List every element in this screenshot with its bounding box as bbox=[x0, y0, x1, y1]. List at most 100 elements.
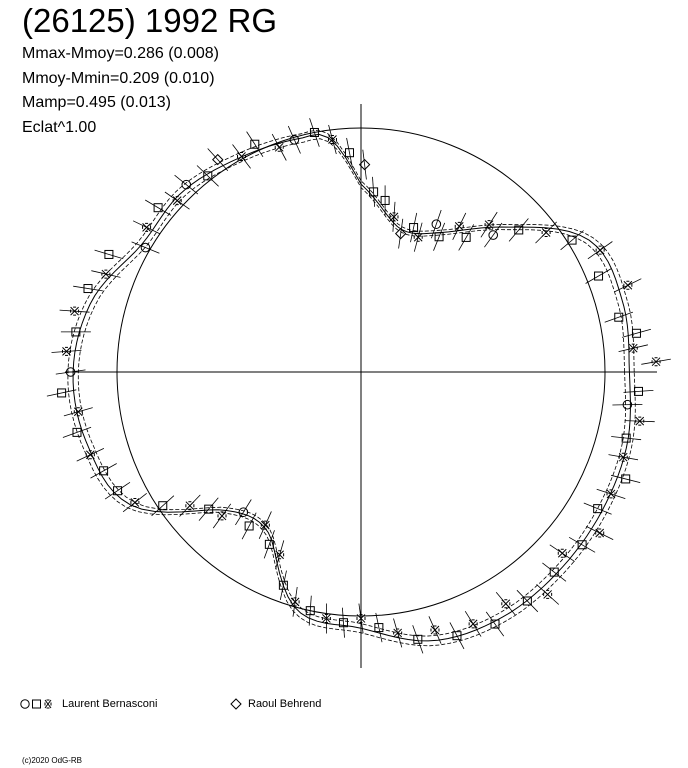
data-point bbox=[612, 399, 643, 410]
legend-markers-bernasconi bbox=[20, 699, 52, 709]
square-marker bbox=[345, 148, 355, 158]
square-marker bbox=[153, 203, 163, 213]
data-point bbox=[583, 502, 612, 515]
data-point bbox=[258, 511, 272, 539]
circle-marker bbox=[431, 219, 442, 229]
chart-title: (26125) 1992 RG bbox=[22, 2, 277, 39]
data-point bbox=[278, 570, 288, 600]
star-marker bbox=[85, 450, 95, 460]
star-marker bbox=[618, 452, 628, 462]
data-point bbox=[55, 367, 86, 377]
legend-star-marker bbox=[44, 699, 52, 709]
error-bar bbox=[287, 125, 301, 154]
error-bar bbox=[362, 149, 367, 180]
data-point bbox=[428, 616, 442, 644]
data-point bbox=[104, 481, 131, 500]
data-point bbox=[393, 618, 403, 648]
data-point bbox=[484, 222, 503, 248]
polar-lightcurve-plot bbox=[46, 104, 671, 668]
square-marker bbox=[522, 596, 532, 606]
data-point bbox=[174, 174, 199, 195]
data-point bbox=[449, 622, 465, 650]
data-point bbox=[431, 209, 442, 239]
data-point bbox=[374, 612, 384, 643]
star-marker bbox=[606, 489, 616, 499]
data-point bbox=[358, 149, 371, 180]
data-point bbox=[356, 603, 366, 634]
data-point bbox=[485, 611, 505, 637]
legend-diamond-marker bbox=[230, 698, 242, 710]
data-point bbox=[196, 165, 219, 187]
data-point bbox=[345, 137, 355, 168]
error-bar bbox=[585, 268, 612, 284]
error-bar bbox=[131, 241, 160, 254]
error-bar bbox=[583, 502, 612, 515]
data-point bbox=[568, 536, 596, 553]
square-marker bbox=[104, 249, 114, 259]
data-point bbox=[480, 211, 498, 238]
square-marker bbox=[490, 619, 500, 629]
data-point bbox=[131, 241, 160, 254]
square-marker bbox=[380, 195, 390, 205]
square-marker bbox=[409, 223, 419, 233]
data-point bbox=[413, 222, 423, 252]
error-bar bbox=[62, 426, 92, 438]
star-marker bbox=[501, 599, 511, 609]
error-bar bbox=[342, 607, 345, 638]
error-bar bbox=[46, 389, 77, 397]
error-bar bbox=[372, 176, 375, 207]
data-point bbox=[338, 607, 348, 638]
data-point bbox=[433, 222, 446, 251]
data-point bbox=[495, 592, 516, 616]
error-bar bbox=[611, 436, 642, 441]
error-bar bbox=[104, 481, 131, 500]
stat-mmax-mmoy: Mmax-Mmoy=0.286 (0.008) bbox=[22, 45, 219, 62]
star-marker bbox=[260, 520, 270, 530]
data-point bbox=[611, 433, 642, 443]
data-point bbox=[122, 492, 147, 513]
data-point bbox=[389, 201, 399, 232]
square-marker bbox=[514, 225, 524, 235]
star-marker bbox=[454, 221, 464, 231]
data-point bbox=[151, 495, 175, 517]
data-point bbox=[596, 488, 626, 499]
error-bar bbox=[263, 530, 275, 559]
circle-marker bbox=[238, 507, 249, 517]
error-bar bbox=[198, 497, 219, 521]
legend-entry-bernasconi: Laurent Bernasconi bbox=[20, 697, 157, 711]
error-bar bbox=[196, 165, 219, 187]
star-marker bbox=[413, 232, 423, 242]
error-bar bbox=[433, 222, 446, 251]
star-marker bbox=[543, 589, 553, 599]
error-bar bbox=[241, 512, 257, 540]
data-point bbox=[235, 499, 252, 526]
error-bar bbox=[174, 174, 199, 195]
data-point bbox=[542, 562, 567, 582]
circle-marker bbox=[289, 134, 300, 145]
circle-marker bbox=[65, 367, 76, 377]
error-bar bbox=[144, 199, 172, 216]
error-bar bbox=[309, 118, 320, 147]
star-marker bbox=[321, 613, 331, 623]
error-bar bbox=[449, 622, 465, 650]
square-marker bbox=[369, 187, 379, 197]
data-point bbox=[76, 448, 105, 462]
data-point bbox=[90, 463, 117, 479]
data-point bbox=[241, 512, 257, 540]
square-marker bbox=[99, 466, 109, 476]
square-marker bbox=[57, 388, 67, 398]
data-point bbox=[46, 388, 77, 398]
fitted-lightcurve-lower bbox=[77, 138, 627, 637]
copyright-text: (c)2020 OdG-RB bbox=[22, 756, 83, 765]
star-marker bbox=[185, 501, 195, 511]
error-bar bbox=[55, 369, 86, 375]
data-point bbox=[624, 416, 655, 426]
data-point bbox=[327, 124, 337, 155]
legend-markers-behrend bbox=[230, 698, 242, 710]
data-point bbox=[287, 125, 301, 154]
square-marker bbox=[631, 328, 641, 338]
square-marker bbox=[621, 433, 631, 443]
square-marker bbox=[621, 474, 631, 484]
data-point bbox=[212, 503, 232, 529]
data-point bbox=[464, 610, 482, 637]
